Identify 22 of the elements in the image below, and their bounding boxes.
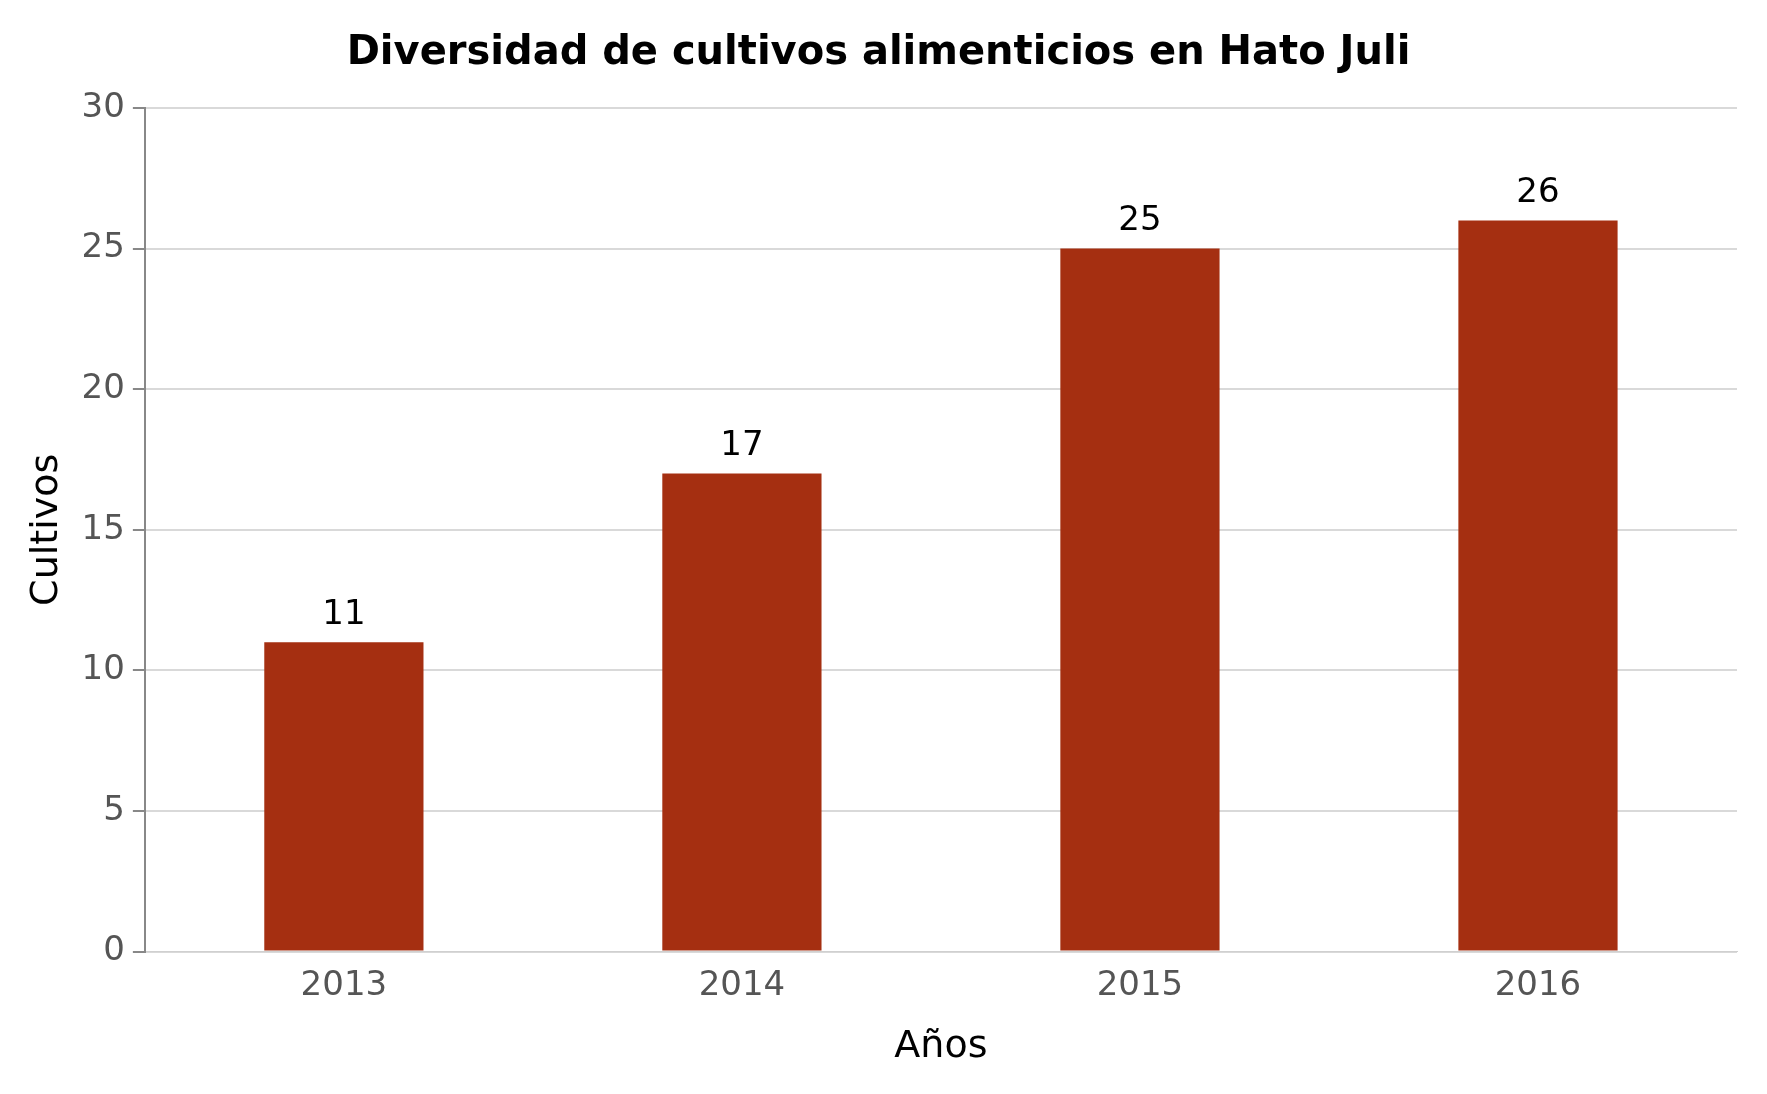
y-tick-label: 0 [103,928,125,969]
x-tick-label: 2016 [1494,962,1582,1003]
x-axis-title: Años [894,1022,988,1067]
y-axis-title: Cultivos [21,453,66,606]
x-tick-label: 2013 [300,962,388,1003]
data-label: 17 [720,423,764,464]
y-tick-label: 20 [81,366,125,407]
data-label: 25 [1118,198,1162,239]
y-tick-label: 15 [81,506,125,547]
y-tick-label: 10 [81,647,125,688]
bar [1458,220,1618,951]
x-tick-label: 2015 [1096,962,1184,1003]
data-label: 11 [322,592,366,633]
chart-title: Diversidad de cultivos alimenticios en Hato Juli [346,27,1411,74]
y-tick-label: 5 [103,787,125,828]
bar [662,473,822,951]
x-tick-label: 2014 [698,962,786,1003]
y-tick-label: 30 [81,84,125,125]
bar [1060,248,1220,951]
bar [264,642,424,951]
data-label: 26 [1516,170,1560,211]
y-tick-label: 25 [81,225,125,266]
